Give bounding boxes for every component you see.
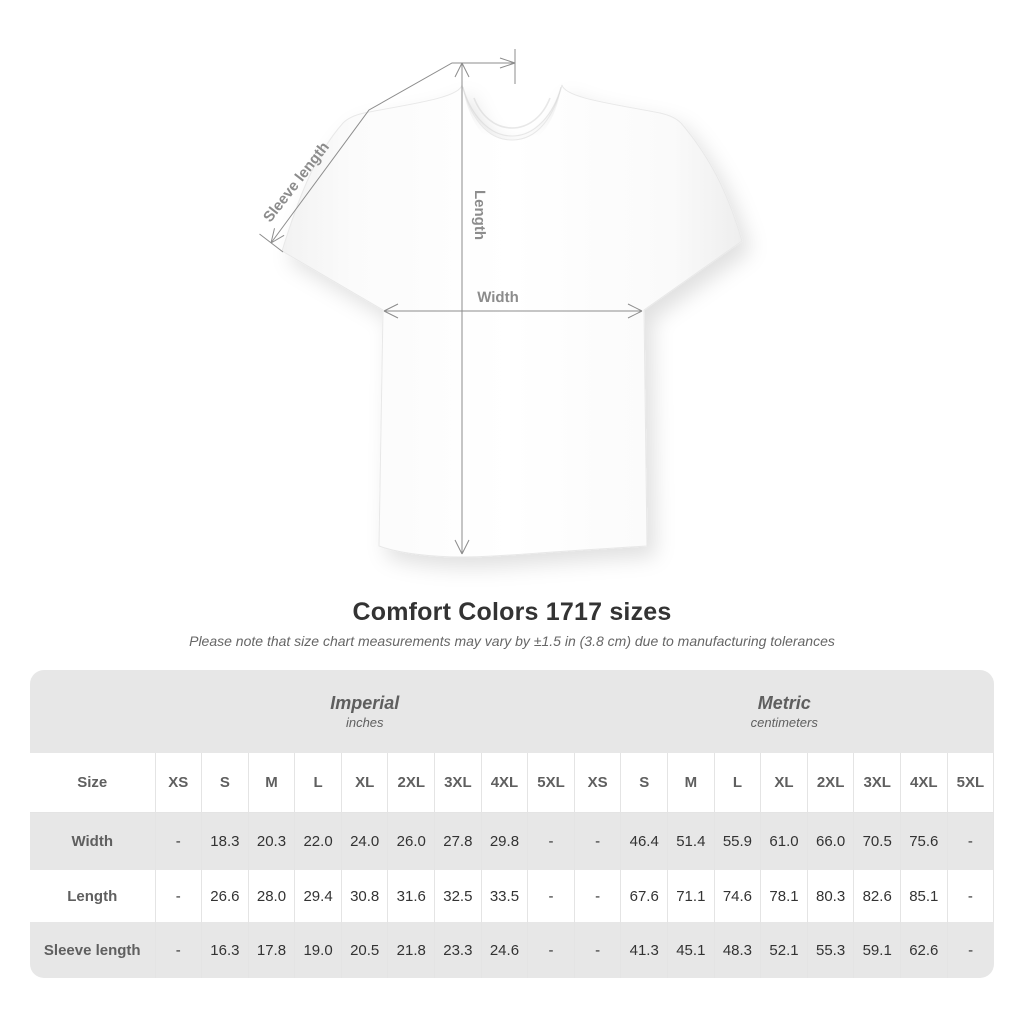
svg-text:Length: Length: [471, 190, 488, 240]
svg-text:Width: Width: [477, 289, 519, 306]
